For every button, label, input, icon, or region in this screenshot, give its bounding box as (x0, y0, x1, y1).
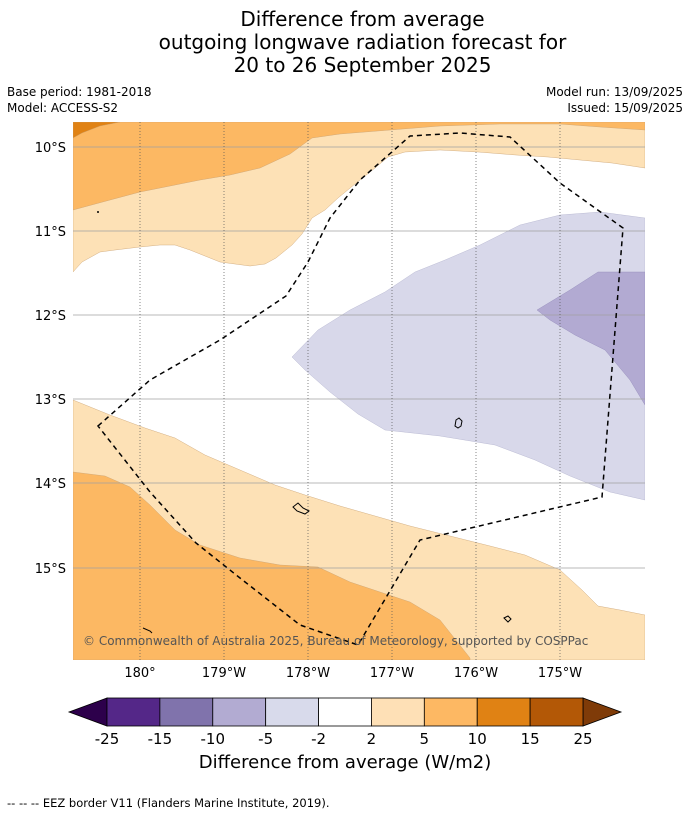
map-gridlines (73, 122, 645, 660)
colorbar-tick-label: 5 (420, 730, 430, 748)
island-outline-4 (142, 627, 153, 634)
latitude-label: 11°S (35, 225, 66, 240)
colorbar-tick-label: -25 (95, 730, 120, 748)
colorbar-tick-label: 10 (468, 730, 487, 748)
latitude-label: 15°S (35, 562, 66, 577)
eez-border (96, 132, 624, 646)
island-outline-2 (292, 502, 310, 515)
map-title: Difference from average outgoing longwav… (0, 8, 690, 77)
colorbar-segment (159, 697, 214, 727)
title-line-1: Difference from average (240, 7, 485, 31)
colorbar-segment (318, 697, 372, 727)
colorbar-tick-label: -5 (258, 730, 273, 748)
anomaly-region-bottom-pos5 (73, 471, 471, 660)
title-line-3: 20 to 26 September 2025 (233, 53, 492, 77)
title-line-2: outgoing longwave radiation forecast for (158, 30, 567, 54)
model-run: Model run: 13/09/2025 (545, 85, 683, 99)
longitude-label: 180° (124, 666, 155, 681)
meta-right: Model run: 13/09/2025 Issued: 15/09/2025 (546, 84, 683, 116)
colorbar-segment (265, 697, 319, 727)
colorbar-tick-label: 2 (367, 730, 377, 748)
issued-date: Issued: 15/09/2025 (567, 101, 683, 115)
colorbar-segment (106, 697, 161, 727)
longitude-label: 177°W (370, 666, 414, 681)
longitude-label: 175°W (538, 666, 582, 681)
anomaly-region-top-pos10 (73, 122, 121, 139)
colorbar-over-arrow (582, 697, 623, 727)
anomaly-region-neg10 (536, 271, 645, 406)
island-outline-5 (97, 211, 99, 213)
anomaly-region-neg5 (291, 211, 645, 501)
latitude-label: 12°S (35, 309, 66, 324)
colorbar-segment (423, 697, 478, 727)
map-figure: © Commonwealth of Australia 2025, Bureau… (35, 122, 645, 748)
latitude-labels: 10°S 11°S 12°S 13°S 14°S 15°S (35, 141, 66, 577)
model-name: Model: ACCESS-S2 (7, 101, 119, 115)
colorbar-segment (371, 697, 425, 727)
base-period: Base period: 1981-2018 (7, 85, 152, 99)
longitude-label: 179°W (202, 666, 246, 681)
colorbar-tick-label: 15 (521, 730, 540, 748)
island-outline-1 (454, 417, 463, 429)
colorbar-segment (529, 697, 584, 727)
colorbar-tick-label: -15 (148, 730, 173, 748)
island-outline-3 (503, 615, 512, 623)
longitude-labels: 180° 179°W 178°W 177°W 176°W 175°W (124, 666, 582, 681)
colorbar-segment (476, 697, 531, 727)
colorbar-segment (212, 697, 267, 727)
meta-left: Base period: 1981-2018 Model: ACCESS-S2 (7, 84, 152, 116)
map-copyright: © Commonwealth of Australia 2025, Bureau… (83, 634, 588, 648)
colorbar-tick-label: -10 (201, 730, 226, 748)
colorbar-tick-label: -2 (311, 730, 326, 748)
longitude-label: 176°W (454, 666, 498, 681)
latitude-label: 10°S (35, 141, 66, 156)
colorbar-tick-label: 25 (573, 730, 592, 748)
longitude-label: 178°W (286, 666, 330, 681)
latitude-label: 14°S (35, 477, 66, 492)
map-area: © Commonwealth of Australia 2025, Bureau… (73, 122, 645, 660)
colorbar-label: Difference from average (W/m2) (198, 752, 492, 773)
colorbar: -25 -15 -10 -5 -2 2 5 10 15 25 (67, 697, 623, 748)
latitude-label: 13°S (35, 393, 66, 408)
colorbar-under-arrow (67, 697, 108, 727)
eez-legend-note: -- -- -- EEZ border V11 (Flanders Marine… (7, 796, 330, 810)
